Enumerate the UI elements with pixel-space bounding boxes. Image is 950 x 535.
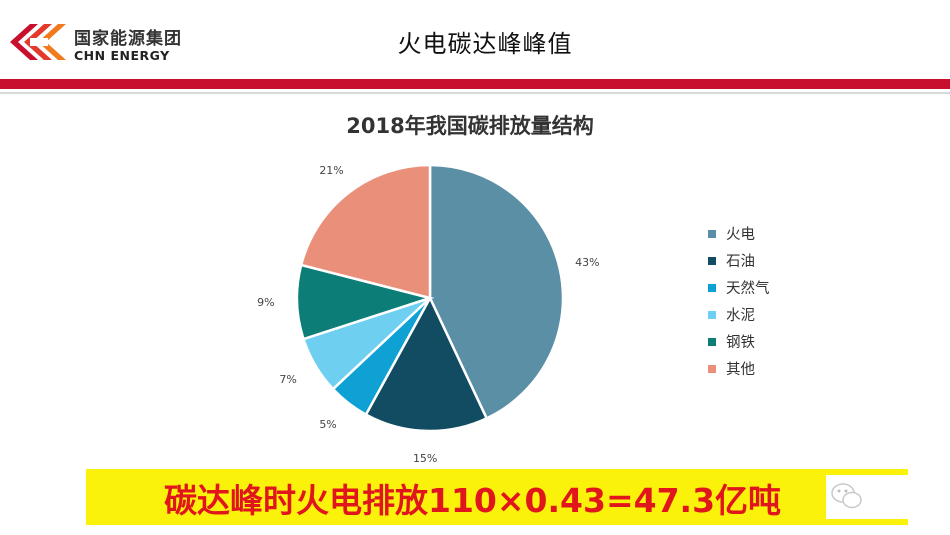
watermark-patch [826, 475, 908, 519]
slice-label: 9% [257, 296, 275, 310]
legend-swatch [708, 256, 716, 265]
legend-item: 钢铁 [708, 328, 770, 355]
conclusion-banner: 碳达峰时火电排放110×0.43=47.3亿吨 [86, 469, 908, 525]
logo-chinese-name: 国家能源集团 [74, 29, 182, 49]
banner-text: 碳达峰时火电排放110×0.43=47.3亿吨 [164, 481, 782, 520]
legend-swatch [708, 229, 716, 238]
legend-item: 其他 [708, 355, 770, 382]
chn-energy-logo-icon [10, 24, 66, 60]
legend-item: 石油 [708, 247, 770, 274]
header: 国家能源集团 CHN ENERGY 火电碳达峰峰值 [0, 0, 950, 80]
legend-swatch [708, 364, 716, 373]
chart-legend: 火电石油天然气水泥钢铁其他 [708, 220, 770, 382]
slice-label: 7% [279, 372, 297, 386]
header-red-bar [0, 79, 950, 89]
legend-label: 其他 [726, 362, 755, 378]
pie-slice-1 [364, 295, 489, 433]
legend-label: 火电 [726, 227, 755, 243]
header-divider [0, 92, 950, 94]
legend-item: 水泥 [708, 301, 770, 328]
chart-title: 2018年我国碳排放量结构 [346, 114, 594, 138]
legend-label: 水泥 [726, 308, 755, 324]
slice-label: 5% [319, 418, 337, 432]
slice-label: 43% [575, 255, 600, 269]
legend-item: 火电 [708, 220, 770, 247]
slice-label: 21% [319, 163, 344, 177]
slice-label: 15% [412, 451, 438, 465]
logo-english-name: CHN ENERGY [74, 48, 170, 63]
legend-item: 天然气 [708, 274, 770, 301]
pie-slice-5 [299, 163, 432, 300]
legend-label: 钢铁 [726, 335, 755, 351]
legend-swatch [708, 310, 716, 319]
legend-label: 天然气 [726, 281, 770, 297]
wechat-icon [831, 483, 862, 509]
company-logo: 国家能源集团 CHN ENERGY [8, 20, 228, 70]
legend-swatch [708, 283, 716, 292]
legend-label: 石油 [726, 254, 755, 270]
slide-title: 火电碳达峰峰值 [397, 30, 573, 58]
pie-slice-0 [428, 163, 565, 421]
legend-swatch [708, 337, 716, 346]
